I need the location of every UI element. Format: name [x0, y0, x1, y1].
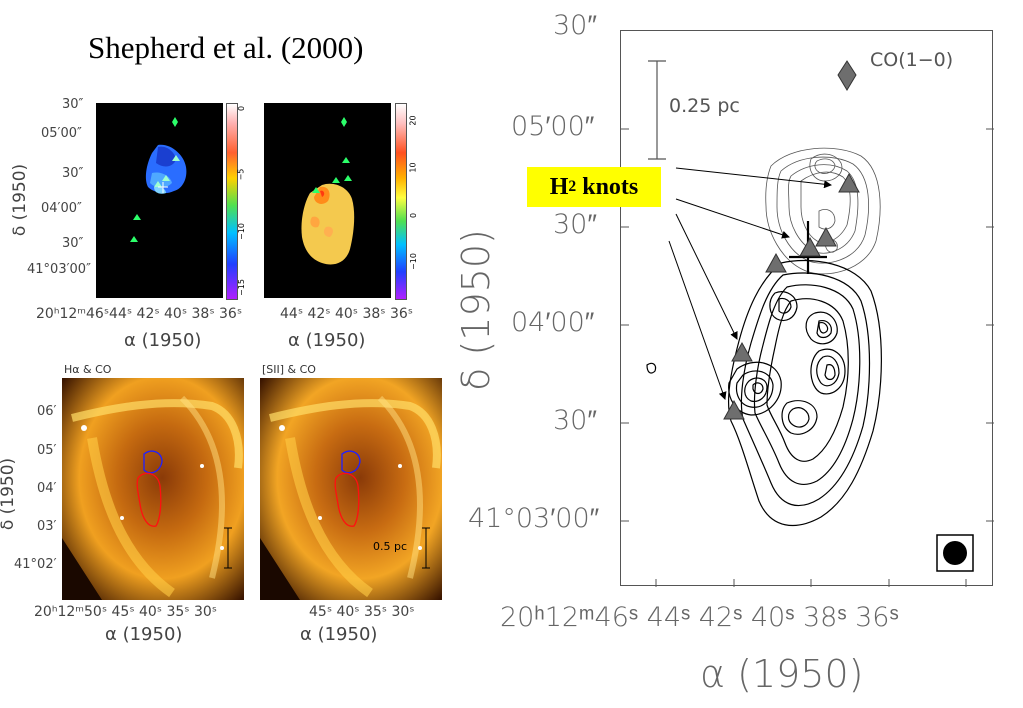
dec-tick: 05′ [37, 443, 57, 458]
dec-axis-label-small: δ (1950) [10, 163, 31, 237]
dec-tick: 06′ [37, 404, 57, 419]
velocity-map-image [130, 117, 187, 242]
co-line-label: CO(1−0) [870, 49, 954, 71]
ra-ticks-images-left: 20ʰ12ᵐ50ˢ 45ˢ 40ˢ 35ˢ 30ˢ [34, 604, 217, 620]
h2-knot-1 [838, 172, 860, 193]
dec-tick: 30″ [62, 97, 84, 112]
ra-axis-label-small-right: α (1950) [288, 330, 366, 351]
main-lobe-contours [646, 259, 882, 527]
colorbar-tick: 0 [409, 212, 419, 219]
h2-knot-6 [723, 399, 745, 420]
beam-indicator [936, 534, 974, 572]
ra-ticks-small-right: 44ˢ 42ˢ 40ˢ 38ˢ 36ˢ [280, 306, 413, 322]
dec-tick: 04′00″ [511, 307, 595, 338]
upper-lobe-contours [765, 147, 881, 275]
ra-axis-label-images-right: α (1950) [300, 624, 378, 645]
colorbar-tick: −10 [408, 253, 418, 270]
co-map-frame: CO(1−0) 0.25 pc [620, 30, 994, 587]
dec-tick: 30″ [62, 236, 84, 251]
dec-tick: 04′00″ [41, 201, 82, 216]
h2-knot-5 [731, 341, 753, 362]
h2-knot-2 [815, 226, 837, 247]
colorbar-tick: 0 [237, 105, 247, 112]
dec-tick: 04′ [37, 481, 57, 496]
scale-bar [648, 60, 666, 160]
h2-label-sub: 2 [568, 178, 577, 195]
sii-image-panel [260, 378, 442, 600]
dec-tick: 03′ [37, 519, 57, 534]
h2-knot-markers [723, 172, 860, 420]
dispersion-map-panel [264, 103, 391, 298]
sii-scale-label: 0.5 pc [373, 540, 408, 553]
colorbar-tick: −5 [236, 168, 246, 181]
colorbar-tick: 10 [408, 162, 418, 173]
figure-title: Shepherd et al. (2000) [88, 30, 364, 65]
dec-tick: 30″ [62, 166, 84, 181]
ra-axis-label-small-left: α (1950) [124, 330, 202, 351]
halpha-image-panel [62, 378, 244, 600]
h2-pointer-arrows [668, 167, 832, 400]
sii-image [260, 378, 442, 600]
colorbar-tick: 20 [408, 115, 418, 126]
dec-tick: 30″ [553, 209, 597, 240]
dec-tick: 41°03′00″ [468, 503, 600, 534]
h2-knot-4 [765, 252, 787, 273]
ra-ticks-images-right: 45ˢ 40ˢ 35ˢ 30ˢ [309, 604, 415, 620]
velocity-colorbar [226, 103, 238, 300]
colorbar-tick: −10 [236, 223, 246, 240]
dec-tick: 05′00″ [511, 111, 595, 142]
co-contour-map [621, 60, 994, 587]
ra-axis-label-images-left: α (1950) [105, 624, 183, 645]
scale-bar-label: 0.25 pc [669, 95, 740, 117]
dec-tick: 41°03′00″ [27, 262, 91, 277]
ra-axis-label-main: α (1950) [700, 652, 864, 696]
diamond-marker [837, 60, 857, 91]
h2-label-main: H [549, 173, 569, 200]
dec-axis-label-images: δ (1950) [0, 457, 19, 531]
dec-tick: 05′00″ [41, 126, 82, 141]
h2-knot-3 [799, 236, 821, 257]
colorbar-tick: −15 [236, 279, 246, 296]
dispersion-colorbar [395, 103, 407, 300]
sii-panel-title: [SII] & CO [262, 363, 316, 376]
halpha-panel-title: Hα & CO [64, 363, 112, 376]
ra-ticks-small-left: 20ʰ12ᵐ46ˢ44ˢ 42ˢ 40ˢ 38ˢ 36ˢ [36, 306, 243, 322]
ra-ticks-main: 20ʰ12ᵐ46ˢ 44ˢ 42ˢ 40ˢ 38ˢ 36ˢ [500, 602, 899, 633]
dec-tick: 30″ [553, 10, 597, 41]
halpha-image [62, 378, 244, 600]
h2-label-rest: knots [576, 173, 639, 200]
dec-tick: 30″ [553, 405, 597, 436]
dec-axis-label-main: δ (1950) [453, 229, 498, 391]
velocity-map-panel [96, 103, 223, 298]
dispersion-map-image [301, 117, 355, 265]
dec-tick: 41°02′ [14, 557, 57, 572]
